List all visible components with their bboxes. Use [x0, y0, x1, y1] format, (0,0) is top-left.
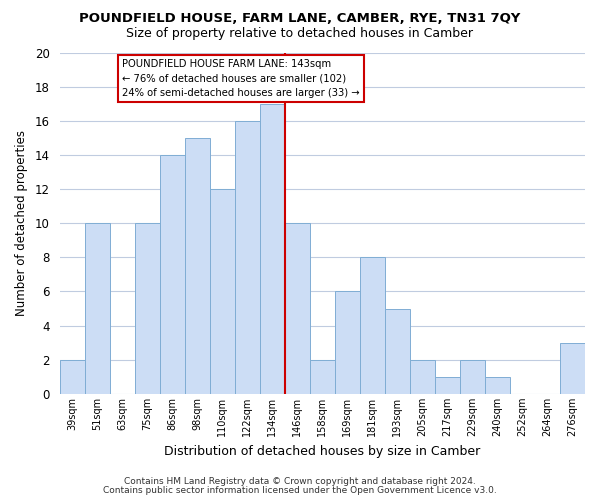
- Bar: [185, 138, 210, 394]
- Bar: [235, 121, 260, 394]
- Bar: [385, 308, 410, 394]
- Bar: [435, 377, 460, 394]
- Bar: [335, 292, 360, 394]
- Text: Contains public sector information licensed under the Open Government Licence v3: Contains public sector information licen…: [103, 486, 497, 495]
- Y-axis label: Number of detached properties: Number of detached properties: [15, 130, 28, 316]
- Bar: [135, 223, 160, 394]
- Bar: [560, 342, 585, 394]
- Bar: [310, 360, 335, 394]
- Text: Contains HM Land Registry data © Crown copyright and database right 2024.: Contains HM Land Registry data © Crown c…: [124, 477, 476, 486]
- Bar: [210, 189, 235, 394]
- Bar: [460, 360, 485, 394]
- Bar: [260, 104, 285, 394]
- Bar: [485, 377, 510, 394]
- Bar: [360, 258, 385, 394]
- Text: POUNDFIELD HOUSE, FARM LANE, CAMBER, RYE, TN31 7QY: POUNDFIELD HOUSE, FARM LANE, CAMBER, RYE…: [79, 12, 521, 26]
- Bar: [410, 360, 435, 394]
- Text: Size of property relative to detached houses in Camber: Size of property relative to detached ho…: [127, 28, 473, 40]
- Bar: [85, 223, 110, 394]
- Bar: [59, 360, 85, 394]
- Bar: [160, 155, 185, 394]
- X-axis label: Distribution of detached houses by size in Camber: Distribution of detached houses by size …: [164, 444, 481, 458]
- Bar: [285, 223, 310, 394]
- Text: POUNDFIELD HOUSE FARM LANE: 143sqm
← 76% of detached houses are smaller (102)
24: POUNDFIELD HOUSE FARM LANE: 143sqm ← 76%…: [122, 60, 360, 98]
